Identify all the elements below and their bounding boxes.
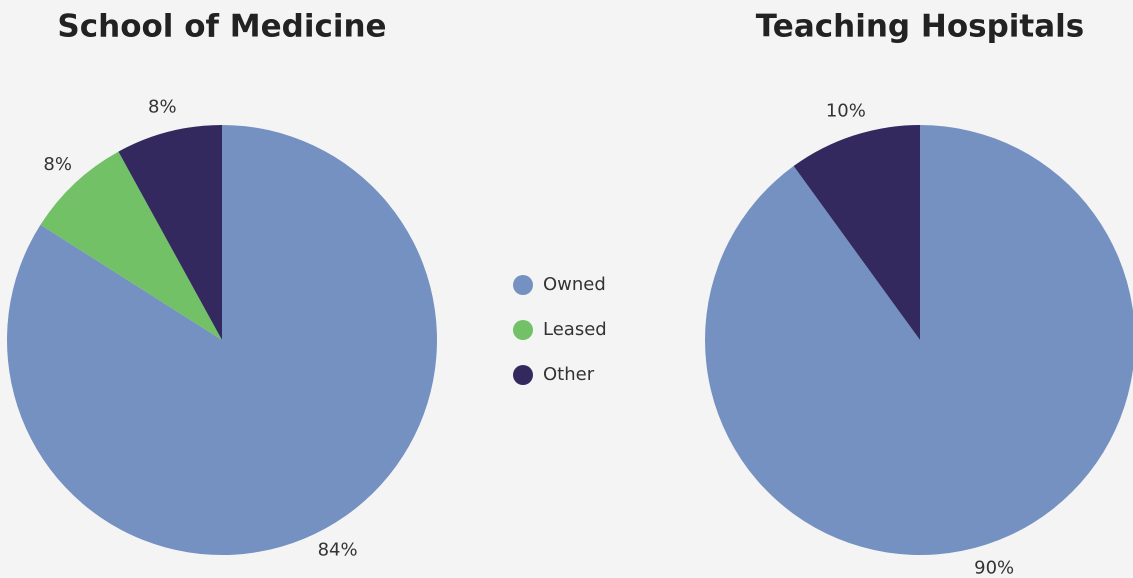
data-label: 8% — [148, 97, 177, 118]
legend-label: Leased — [543, 319, 607, 340]
legend-swatch — [513, 275, 533, 295]
legend-swatch — [513, 365, 533, 385]
legend-label: Owned — [543, 274, 606, 295]
data-label: 8% — [43, 154, 72, 175]
pie-slice — [118, 125, 222, 340]
pie-slice — [6, 125, 437, 555]
pie-slice — [793, 125, 920, 340]
data-label: 84% — [318, 539, 358, 560]
legend-swatch — [513, 320, 533, 340]
data-label: 90% — [974, 557, 1014, 578]
legend-label: Other — [543, 364, 595, 385]
data-label: 10% — [826, 101, 866, 122]
chart-title: Teaching Hospitals — [756, 9, 1084, 45]
pie-slice — [705, 125, 1133, 555]
chart-title: School of Medicine — [57, 9, 386, 45]
pie-slice — [40, 151, 222, 340]
